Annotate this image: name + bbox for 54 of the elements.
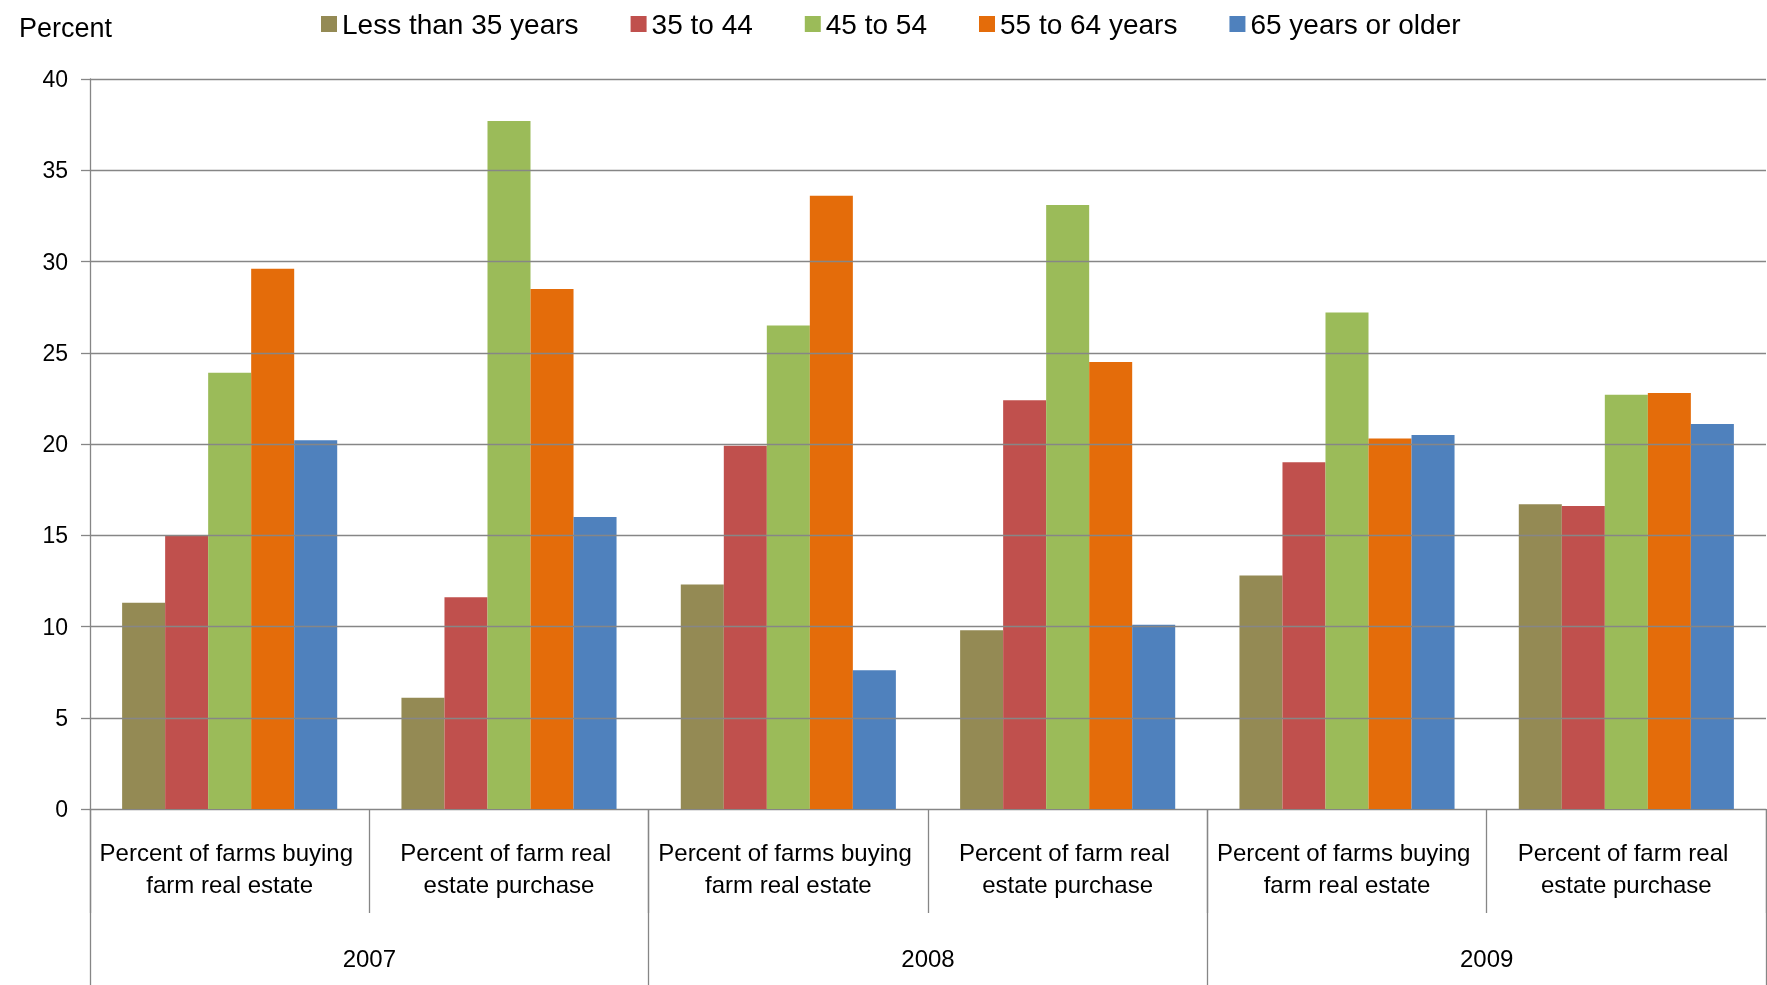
bar [1132,624,1176,809]
bar [1325,312,1369,809]
bar [1239,575,1283,809]
text: 2009 [1459,944,1514,972]
bar [1282,462,1326,809]
x-tick-label: Percent of farms buying farm real estate [658,838,919,898]
x-tick-label: Percent of farm real estate purchase [1517,838,1736,898]
x-tick-label: Percent of farm real estate purchase [400,838,618,898]
bar [1690,423,1734,809]
bar [487,120,531,809]
bar [294,440,338,809]
y-tick-label: 30 [42,248,68,275]
bar [1046,204,1090,809]
legend-label: Less than 35 years [342,8,579,40]
y-tick-label: 0 [55,796,68,822]
bar [766,325,810,809]
bar [1003,400,1047,809]
y-tick-label: 35 [42,157,68,184]
bar [723,445,767,809]
bar [852,670,896,809]
x-tick-label: Percent of farms buying farm real estate [1216,838,1478,898]
y-tick-label: 5 [55,704,68,731]
text: 2007 [342,944,397,972]
legend-label: 35 to 44 [651,8,753,40]
x-tick-label: Percent of farm real estate purchase [958,838,1177,898]
bar [680,584,724,809]
y-tick-label: 15 [42,522,68,549]
bar [1647,392,1691,809]
y-tick-label: 20 [42,431,68,457]
bar [1368,438,1412,809]
bar [530,288,574,809]
bar [208,372,252,809]
bar [1561,506,1605,809]
y-tick-label: 25 [42,339,68,366]
bar [573,517,617,809]
bar [809,195,853,809]
bar [1518,504,1562,809]
bar [165,535,209,809]
bar [444,597,488,809]
y-tick-label: 40 [42,66,68,92]
bar [960,630,1004,809]
bar [1411,434,1455,809]
bar [1089,361,1133,809]
text: 2008 [901,944,955,972]
bar [251,268,295,809]
y-axis-title: Percent [19,12,113,43]
y-tick-label: 10 [42,613,68,640]
legend-label: 45 to 54 [825,8,927,40]
bar [1604,394,1648,809]
x-tick-label: Percent of farms buying farm real estate [99,838,360,898]
bar [122,602,166,809]
legend-label: 55 to 64 years [999,8,1178,40]
bar [401,697,445,809]
legend-label: 65 years or older [1250,8,1461,40]
